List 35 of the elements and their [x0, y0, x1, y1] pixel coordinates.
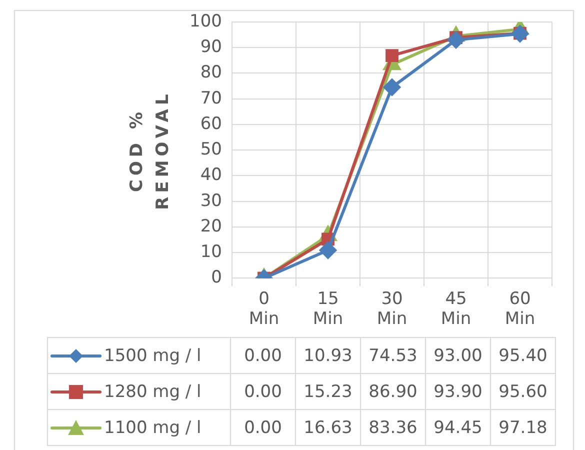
y-tick-label: 70	[200, 88, 222, 108]
x-tick-label: 45 Min	[440, 288, 472, 330]
y-axis-title: COD % REMOVAL	[126, 89, 174, 212]
x-tick-label: 60 Min	[504, 288, 536, 330]
y-tick-label: 80	[200, 62, 222, 83]
data-label: 94.45	[426, 410, 490, 446]
y-tick-label: 20	[200, 216, 222, 236]
data-label: 15.23	[296, 374, 360, 410]
data-label: 86.90	[360, 374, 426, 410]
legend-label: 1280 mg / l	[48, 374, 230, 410]
data-label: 83.36	[360, 410, 426, 446]
data-label: 74.53	[360, 338, 426, 374]
data-label: 0.00	[230, 338, 296, 374]
y-tick-label: 40	[200, 165, 222, 186]
x-tick-label: 0 Min	[248, 288, 280, 330]
data-label: 95.60	[490, 374, 556, 410]
y-tick-label: 60	[200, 114, 222, 134]
data-label: 93.00	[426, 338, 490, 374]
legend-label: 1100 mg / l	[48, 410, 230, 446]
y-tick-label: 30	[200, 190, 222, 211]
data-label: 10.93	[296, 338, 360, 374]
y-tick-label: 0	[211, 268, 222, 288]
data-label: 0.00	[230, 410, 296, 446]
data-label: 97.18	[490, 410, 556, 446]
data-label: 93.90	[426, 374, 490, 410]
data-label: 16.63	[296, 410, 360, 446]
data-label: 0.00	[230, 374, 296, 410]
y-tick-label: 90	[200, 37, 222, 58]
data-label: 95.40	[490, 338, 556, 374]
y-tick-label: 50	[200, 140, 222, 160]
legend-label: 1500 mg / l	[48, 338, 230, 374]
x-tick-label: 30 Min	[376, 288, 408, 330]
y-tick-label: 100	[190, 11, 222, 32]
y-tick-label: 10	[200, 242, 222, 262]
x-tick-label: 15 Min	[312, 288, 344, 330]
